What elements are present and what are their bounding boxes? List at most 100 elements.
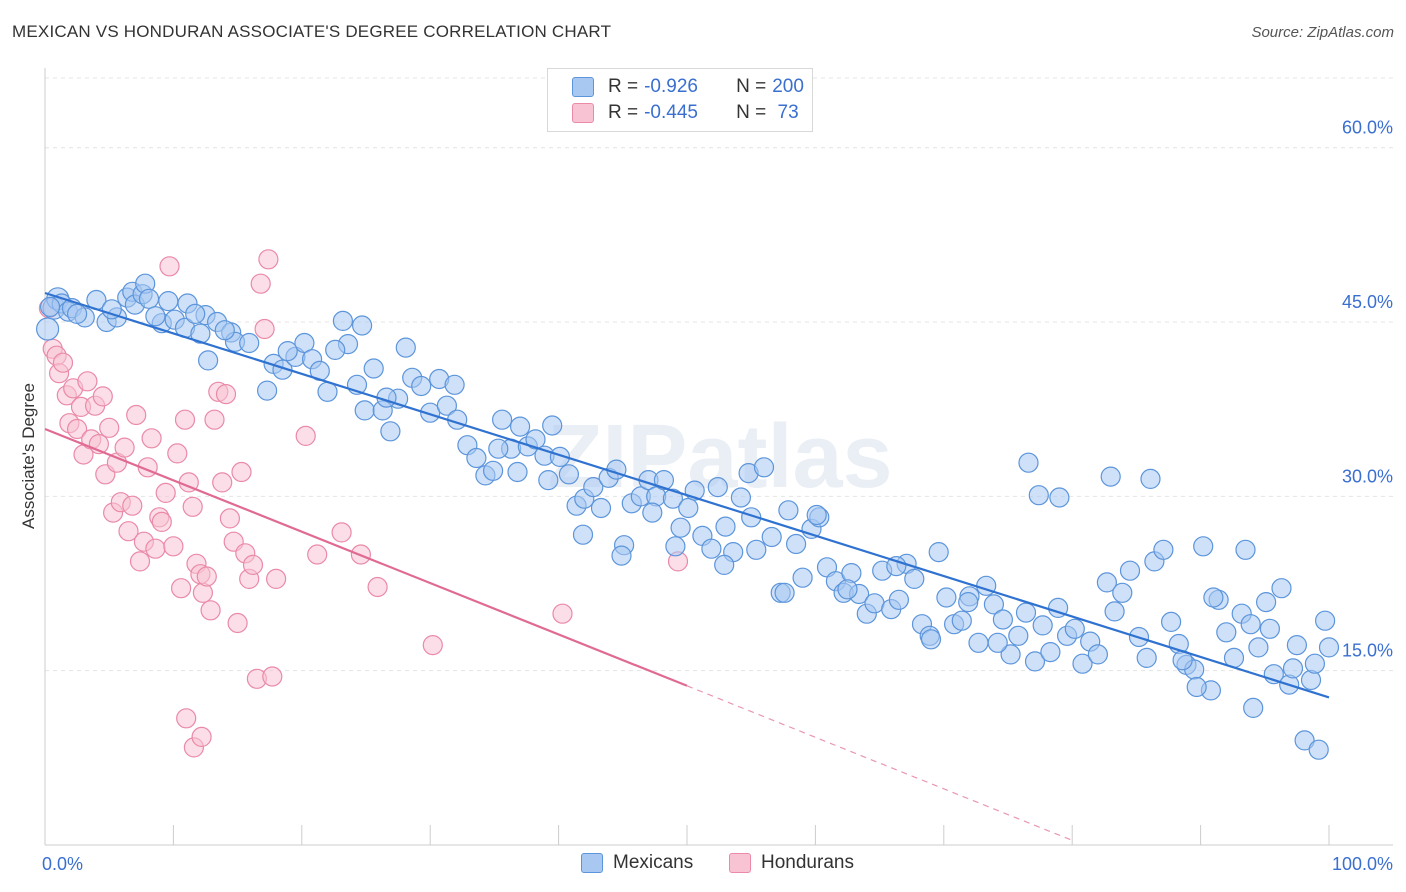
mexican-point [715, 516, 736, 537]
mexican-point [653, 470, 675, 491]
mexican-point [806, 504, 827, 526]
mexican-point [761, 526, 782, 548]
mexican-point [886, 555, 907, 577]
n-label: N = [736, 102, 767, 123]
mexican-point [190, 323, 211, 344]
mexican-point [35, 317, 60, 341]
y-axis-title: Associate's Degree [19, 383, 38, 529]
n-label: N = [736, 76, 767, 97]
mexican-point [707, 477, 728, 498]
r-value: -0.926 [644, 76, 698, 97]
mexican-point [1286, 634, 1308, 656]
honduran-point [167, 443, 188, 464]
mexican-point [380, 421, 401, 442]
honduran-point [129, 551, 151, 572]
honduran-point [212, 472, 233, 493]
honduran-point [114, 437, 135, 458]
honduran-point [163, 536, 184, 557]
mexican-point [920, 629, 942, 650]
mexican-point [1032, 615, 1053, 636]
honduran-point [171, 578, 192, 599]
mexican-point [572, 524, 594, 545]
mexican-point [1140, 468, 1161, 489]
mexican-point [66, 303, 88, 324]
mexican-point [714, 554, 735, 576]
honduran-point [250, 273, 271, 294]
honduran-point [258, 249, 279, 270]
mexican-point [837, 579, 858, 600]
mexican-point [1112, 582, 1133, 603]
honduran-point [254, 318, 275, 340]
honduran-point [552, 603, 573, 624]
mexican-point [888, 589, 910, 610]
honduran-point [204, 409, 225, 430]
mexican-point [987, 632, 1008, 653]
mexican-point [352, 315, 373, 336]
x-tick-label: 0.0% [42, 854, 83, 874]
mexican-point [1015, 602, 1037, 623]
mexican-point [1119, 560, 1141, 581]
honduran-point [215, 384, 237, 405]
honduran-point [118, 521, 139, 542]
honduran-point [155, 482, 176, 503]
mexican-point [590, 497, 612, 519]
mexican-point [1064, 618, 1085, 639]
mexican-point [665, 536, 686, 557]
mexican-point [39, 296, 61, 317]
mexican-point [1018, 452, 1039, 473]
mexican-point [1255, 591, 1277, 613]
honduran-point [77, 371, 98, 392]
r-value: -0.445 [644, 102, 698, 123]
mexican-point [611, 545, 632, 566]
mexican-point [968, 632, 989, 653]
mexican-point [1049, 487, 1070, 508]
honduran-point [141, 428, 162, 449]
honduran-point [122, 495, 143, 516]
mexican-point [363, 358, 384, 379]
legend-item-hondurans[interactable]: Hondurans [729, 852, 854, 874]
mexicans-swatch [581, 853, 603, 873]
honduran-point [176, 708, 197, 729]
y-tick-label: 45.0% [1342, 292, 1393, 312]
x-tick-label: 100.0% [1332, 854, 1393, 874]
legend-label-hondurans: Hondurans [761, 852, 854, 873]
mexican-point [294, 332, 315, 354]
honduran-point [196, 566, 217, 587]
honduran-point [99, 417, 120, 438]
mexican-point [525, 429, 546, 450]
mexican-point [332, 310, 353, 331]
mexican-point [354, 400, 375, 421]
mexican-point [1308, 739, 1329, 760]
honduran-point [200, 600, 221, 621]
honduran-point [66, 418, 88, 440]
honduran-point [231, 461, 252, 483]
mexican-point [1193, 536, 1214, 557]
mexican-point [158, 291, 179, 312]
mexican-point [411, 375, 432, 397]
hondurans-swatch [572, 103, 594, 123]
mexican-point [1203, 587, 1224, 608]
mexican-point [1160, 611, 1182, 633]
honduran-point [92, 386, 113, 407]
mexican-point [558, 464, 580, 485]
mexican-point [958, 591, 979, 613]
mexican-point [542, 415, 563, 436]
honduran-point [307, 544, 328, 565]
mexican-point [774, 582, 795, 603]
mexican-point [538, 470, 559, 491]
mexican-point [1072, 653, 1093, 674]
mexican-point [483, 460, 504, 481]
mexican-point [1024, 651, 1046, 672]
mexican-point [277, 341, 298, 362]
mexican-point [951, 610, 972, 631]
mexican-point [101, 299, 122, 320]
honduran-point [262, 666, 283, 687]
mexican-point [509, 416, 531, 437]
legend-row-hondurans: R = -0.445 N = 73 [572, 101, 799, 125]
n-value: 73 [772, 102, 799, 123]
mexican-point [507, 461, 528, 483]
legend-item-mexicans[interactable]: Mexicans [581, 852, 693, 874]
mexican-point [662, 488, 684, 509]
mexican-point [1248, 637, 1269, 658]
